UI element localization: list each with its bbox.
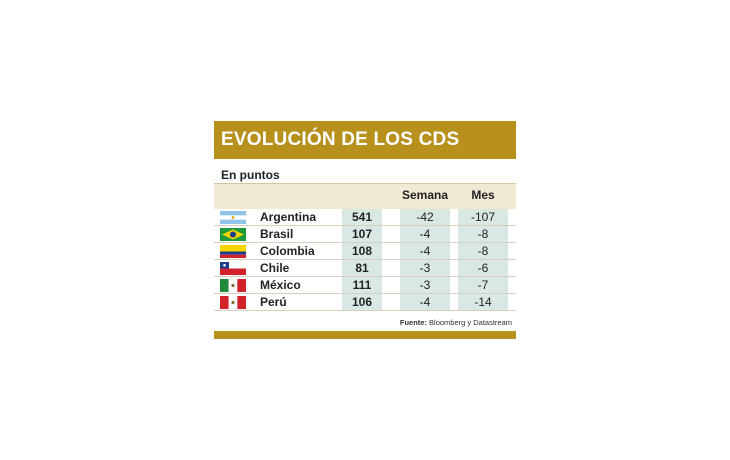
country-label: Perú (260, 295, 287, 309)
country-label: Colombia (260, 244, 315, 258)
source-label: Fuente: (399, 318, 427, 327)
bottom-accent-bar (214, 331, 516, 339)
header-band (214, 183, 516, 209)
peru-flag-icon (220, 296, 246, 309)
cds-value: 107 (342, 226, 382, 242)
weekly-change: -3 (400, 277, 450, 293)
table-row: Colombia 108 -4 -8 (214, 243, 516, 260)
weekly-change: -4 (400, 243, 450, 259)
monthly-change: -8 (458, 243, 508, 259)
weekly-change: -4 (400, 294, 450, 310)
monthly-change: -107 (458, 209, 508, 225)
monthly-change: -6 (458, 260, 508, 276)
weekly-change: -42 (400, 209, 450, 225)
cds-value: 106 (342, 294, 382, 310)
weekly-change: -4 (400, 226, 450, 242)
table-title: EVOLUCIÓN DE LOS CDS (214, 121, 516, 159)
country-label: Brasil (260, 227, 294, 241)
argentina-flag-icon (220, 211, 246, 224)
table-row: Perú 106 -4 -14 (214, 294, 516, 311)
cds-value: 108 (342, 243, 382, 259)
monthly-change: -7 (458, 277, 508, 293)
table-row: Argentina 541 -42 -107 (214, 209, 516, 226)
source-note: Fuente: Bloomberg y Datastream (400, 318, 512, 327)
monthly-change: -8 (458, 226, 508, 242)
mexico-flag-icon (220, 279, 246, 292)
source-text: Bloomberg y Datastream (429, 318, 512, 327)
colombia-flag-icon (220, 245, 246, 258)
brazil-flag-icon (220, 228, 246, 241)
table-row: México 111 -3 -7 (214, 277, 516, 294)
weekly-change: -3 (400, 260, 450, 276)
table-subtitle: En puntos (221, 168, 280, 182)
table-rows: Argentina 541 -42 -107 Brasil 107 -4 -8 … (214, 209, 516, 311)
column-header-mes: Mes (471, 188, 495, 202)
monthly-change: -14 (458, 294, 508, 310)
table-row: Chile 81 -3 -6 (214, 260, 516, 277)
table-row: Brasil 107 -4 -8 (214, 226, 516, 243)
cds-value: 541 (342, 209, 382, 225)
country-label: Chile (260, 261, 290, 275)
cds-value: 111 (342, 277, 382, 293)
column-header-semana: Semana (401, 188, 449, 202)
country-label: Argentina (260, 210, 317, 224)
cds-value: 81 (342, 260, 382, 276)
chile-flag-icon (220, 262, 246, 275)
country-label: México (260, 278, 301, 292)
cds-table-card: EVOLUCIÓN DE LOS CDS En puntos Semana Me… (214, 121, 516, 339)
